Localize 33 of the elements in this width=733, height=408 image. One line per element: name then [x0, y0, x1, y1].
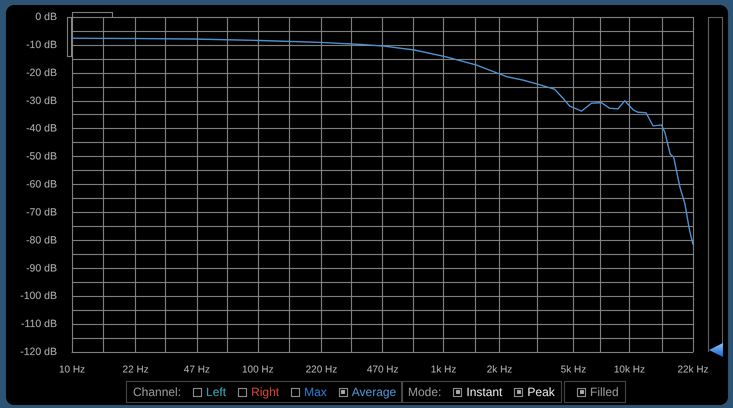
text: Average [352, 385, 396, 399]
y-tick-label: -100 dB [20, 290, 57, 302]
y-tick-label: -120 dB [20, 346, 57, 358]
y-tick-label: -110 dB [21, 318, 57, 330]
text: Mode: [408, 385, 442, 399]
x-tick-label: 220 Hz [306, 364, 338, 376]
text: Left [206, 385, 226, 399]
x-tick-label: 47 Hz [184, 364, 210, 376]
x-tick-label: 1k Hz [430, 364, 456, 376]
y-tick-label: 0 dB [35, 11, 57, 23]
x-tick-label: 10 Hz [58, 364, 86, 376]
text: Instant [466, 385, 502, 399]
y-tick-label: -50 dB [26, 150, 57, 163]
y-tick-label: -10 dB [26, 38, 57, 51]
x-tick-label: 470 Hz [366, 364, 399, 376]
y-tick-label: -40 dB [26, 122, 57, 135]
text: Filled [590, 385, 619, 399]
x-tick-label: 22 Hz [122, 364, 149, 376]
y-tick-label: -60 dB [26, 178, 57, 190]
y-tick-label: -80 dB [26, 234, 57, 246]
y-tick-label: -30 dB [26, 94, 57, 107]
text: Right [251, 385, 280, 399]
x-tick-label: 22k Hz [677, 364, 709, 376]
text: Channel: [133, 385, 182, 399]
y-tick-label: -70 dB [26, 206, 57, 218]
x-tick-label: 10k Hz [614, 364, 645, 376]
text: Peak [527, 385, 555, 399]
text: Max [304, 385, 327, 399]
y-tick-label: -90 dB [26, 262, 57, 274]
x-tick-label: 5k Hz [560, 364, 586, 376]
x-tick-label: 2k Hz [486, 364, 512, 376]
x-tick-label: 100 Hz [242, 364, 274, 376]
y-tick-label: -20 dB [26, 66, 57, 79]
